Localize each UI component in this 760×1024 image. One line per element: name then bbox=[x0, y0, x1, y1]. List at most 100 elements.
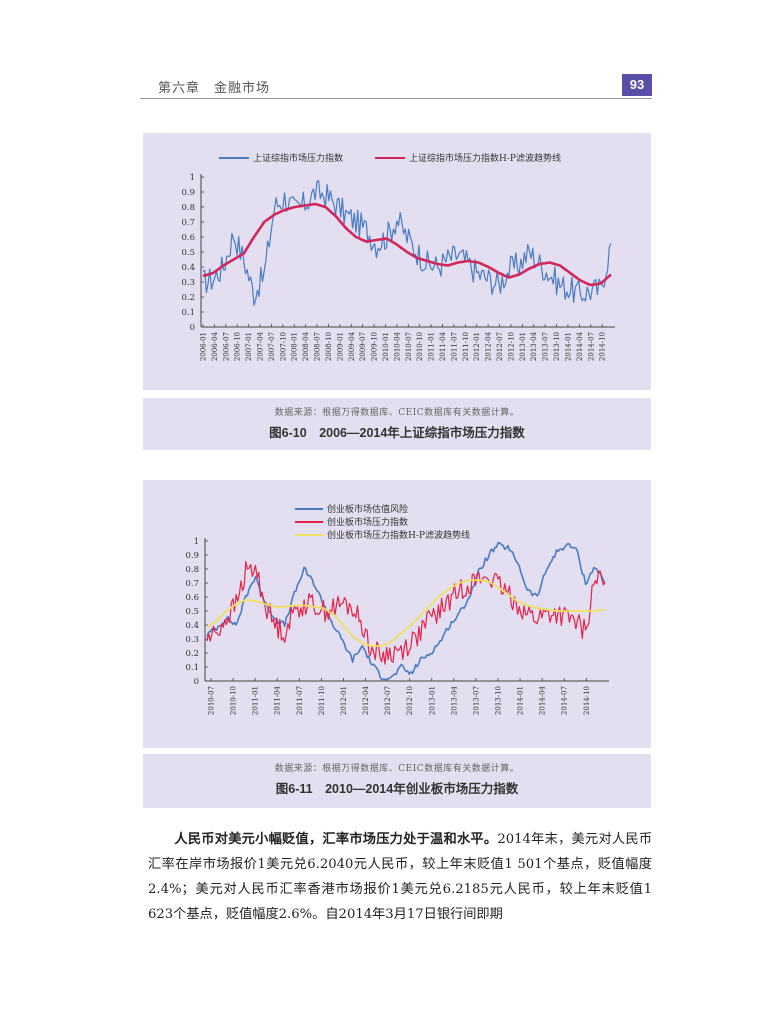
y-tick-label: 0.6 bbox=[185, 593, 199, 603]
x-tick-label: 2010-04 bbox=[393, 331, 401, 361]
series-line bbox=[206, 541, 606, 681]
y-tick-label: 0.8 bbox=[185, 565, 199, 575]
x-tick-label: 2011-04 bbox=[274, 685, 282, 715]
y-tick-label: 0.4 bbox=[181, 263, 195, 273]
x-tick-label: 2011-07 bbox=[450, 332, 458, 361]
figure-6-11-chart: 0 0.1 0.2 0.3 0.4 0.5 0.6 0.7 0.8 0.9 1 2010-07 2010… bbox=[185, 503, 609, 715]
body-paragraph: 人民币对美元小幅贬值，汇率市场压力处于温和水平。2014年末，美元对人民币汇率在… bbox=[148, 826, 652, 927]
figure-6-10-panel: 0 0.1 0.2 0.3 0.4 0.5 0.6 0.7 0.8 0.9 1 2006-01 2006… bbox=[143, 133, 651, 390]
chapter-title: 第六章 金融市场 bbox=[158, 81, 271, 96]
x-tick-label: 2010-01 bbox=[382, 332, 390, 361]
y-tick-label: 0.9 bbox=[181, 188, 195, 198]
x-tick-label: 2012-01 bbox=[473, 332, 481, 361]
y-tick-label: 0.4 bbox=[185, 621, 199, 631]
figure-6-10-caption-panel: 数据来源：根据万得数据库、CEIC数据库有关数据计算。 图6-10 2006—2… bbox=[143, 398, 651, 450]
y-tick-label: 0.1 bbox=[185, 663, 199, 673]
x-tick-label: 2014-04 bbox=[539, 685, 547, 715]
legend-label: 上证综指市场压力指数 bbox=[253, 152, 343, 164]
y-tick-label: 1 bbox=[190, 173, 195, 183]
y-tick-label: 0.3 bbox=[181, 278, 195, 288]
x-tick-label: 2009-01 bbox=[336, 332, 344, 361]
x-tick-label: 2012-07 bbox=[384, 686, 392, 715]
x-tick-label: 2009-07 bbox=[359, 332, 367, 361]
x-tick-label: 2011-10 bbox=[318, 686, 326, 715]
y-tick-label: 0 bbox=[190, 323, 195, 333]
x-tick-label: 2012-01 bbox=[340, 686, 348, 715]
x-tick-label: 2010-07 bbox=[208, 686, 216, 715]
x-tick-label: 2014-10 bbox=[583, 686, 591, 715]
x-tick-label: 2014-07 bbox=[561, 686, 569, 715]
series-line bbox=[202, 202, 612, 287]
x-tick-label: 2008-10 bbox=[325, 332, 333, 361]
paragraph-text: 2014年末，美元对人民币汇率在岸市场报价1美元兑6.2040元人民币，较上年末… bbox=[148, 832, 653, 922]
y-tick-label: 1 bbox=[194, 537, 199, 547]
figure-6-11-caption: 图6-11 2010—2014年创业板市场压力指数 bbox=[275, 782, 519, 796]
series-line bbox=[202, 180, 612, 306]
x-tick-label: 2006-04 bbox=[211, 331, 219, 361]
y-tick-label: 0.2 bbox=[185, 649, 199, 659]
x-tick-label: 2006-07 bbox=[222, 332, 230, 361]
x-tick-label: 2010-07 bbox=[405, 332, 413, 361]
y-tick-label: 0.5 bbox=[185, 607, 199, 617]
y-tick-label: 0 bbox=[194, 677, 199, 687]
figure-6-11-caption-panel: 数据来源：根据万得数据库、CEIC数据库有关数据计算。 图6-11 2010—2… bbox=[143, 754, 651, 808]
legend-label: 上证综指市场压力指数H-P滤波趋势线 bbox=[409, 152, 561, 164]
x-tick-label: 2013-01 bbox=[519, 332, 527, 361]
x-tick-label: 2011-01 bbox=[252, 686, 260, 715]
y-tick-label: 0.9 bbox=[185, 551, 199, 561]
y-tick-label: 0.7 bbox=[181, 218, 195, 228]
x-tick-label: 2014-07 bbox=[587, 332, 595, 361]
legend-label: 创业板市场压力指数 bbox=[327, 516, 408, 528]
x-tick-label: 2006-01 bbox=[200, 332, 208, 361]
x-tick-label: 2013-10 bbox=[553, 332, 561, 361]
series-line bbox=[206, 579, 606, 647]
x-tick-label: 2013-07 bbox=[472, 686, 480, 715]
x-tick-label: 2012-07 bbox=[496, 332, 504, 361]
y-tick-label: 0.1 bbox=[181, 308, 195, 318]
x-tick-label: 2007-01 bbox=[245, 332, 253, 361]
x-tick-label: 2009-04 bbox=[348, 331, 356, 361]
x-tick-label: 2008-04 bbox=[302, 331, 310, 361]
x-tick-label: 2007-07 bbox=[268, 332, 276, 361]
x-tick-label: 2013-10 bbox=[494, 686, 502, 715]
x-tick-label: 2014-01 bbox=[517, 686, 525, 715]
y-tick-label: 0.6 bbox=[181, 233, 195, 243]
x-tick-label: 2012-04 bbox=[485, 331, 493, 361]
y-tick-label: 0.8 bbox=[181, 203, 195, 213]
x-tick-label: 2008-01 bbox=[291, 332, 299, 361]
y-tick-label: 0.5 bbox=[181, 248, 195, 258]
running-header: 第六章 金融市场 93 bbox=[140, 74, 652, 99]
x-tick-label: 2014-01 bbox=[564, 332, 572, 361]
figure-6-10-caption: 图6-10 2006—2014年上证综指市场压力指数 bbox=[269, 426, 525, 440]
x-tick-label: 2010-10 bbox=[230, 686, 238, 715]
x-tick-label: 2012-10 bbox=[507, 332, 515, 361]
legend-label: 创业板市场压力指数H-P滤波趋势线 bbox=[327, 529, 470, 541]
paragraph-lead: 人民币对美元小幅贬值，汇率市场压力处于温和水平。 bbox=[174, 831, 498, 846]
y-tick-label: 0.7 bbox=[185, 579, 199, 589]
y-tick-label: 0.2 bbox=[181, 293, 195, 303]
x-tick-label: 2014-04 bbox=[576, 331, 584, 361]
x-tick-label: 2011-07 bbox=[296, 686, 304, 715]
x-tick-label: 2014-10 bbox=[599, 332, 607, 361]
x-tick-label: 2012-10 bbox=[406, 686, 414, 715]
x-tick-label: 2010-10 bbox=[416, 332, 424, 361]
y-tick-label: 0.3 bbox=[185, 635, 199, 645]
x-tick-label: 2007-10 bbox=[279, 332, 287, 361]
x-tick-label: 2012-04 bbox=[362, 685, 370, 715]
figure-6-10-source-note: 数据来源：根据万得数据库、CEIC数据库有关数据计算。 bbox=[274, 408, 520, 418]
x-tick-label: 2011-04 bbox=[439, 331, 447, 361]
x-tick-label: 2013-01 bbox=[428, 686, 436, 715]
x-tick-label: 2009-10 bbox=[371, 332, 379, 361]
x-tick-label: 2013-04 bbox=[450, 685, 458, 715]
x-tick-label: 2007-04 bbox=[257, 331, 265, 361]
legend-label: 创业板市场估值风险 bbox=[327, 503, 408, 515]
figure-6-11-source-note: 数据来源：根据万得数据库、CEIC数据库有关数据计算。 bbox=[274, 764, 520, 774]
x-tick-label: 2013-04 bbox=[530, 331, 538, 361]
x-tick-label: 2006-10 bbox=[234, 332, 242, 361]
x-tick-label: 2013-07 bbox=[542, 332, 550, 361]
x-tick-label: 2011-10 bbox=[462, 332, 470, 361]
page-number: 93 bbox=[622, 74, 652, 96]
figure-6-11-panel: 0 0.1 0.2 0.3 0.4 0.5 0.6 0.7 0.8 0.9 1 2010-07 2010… bbox=[143, 480, 651, 748]
x-tick-label: 2011-01 bbox=[428, 332, 436, 361]
